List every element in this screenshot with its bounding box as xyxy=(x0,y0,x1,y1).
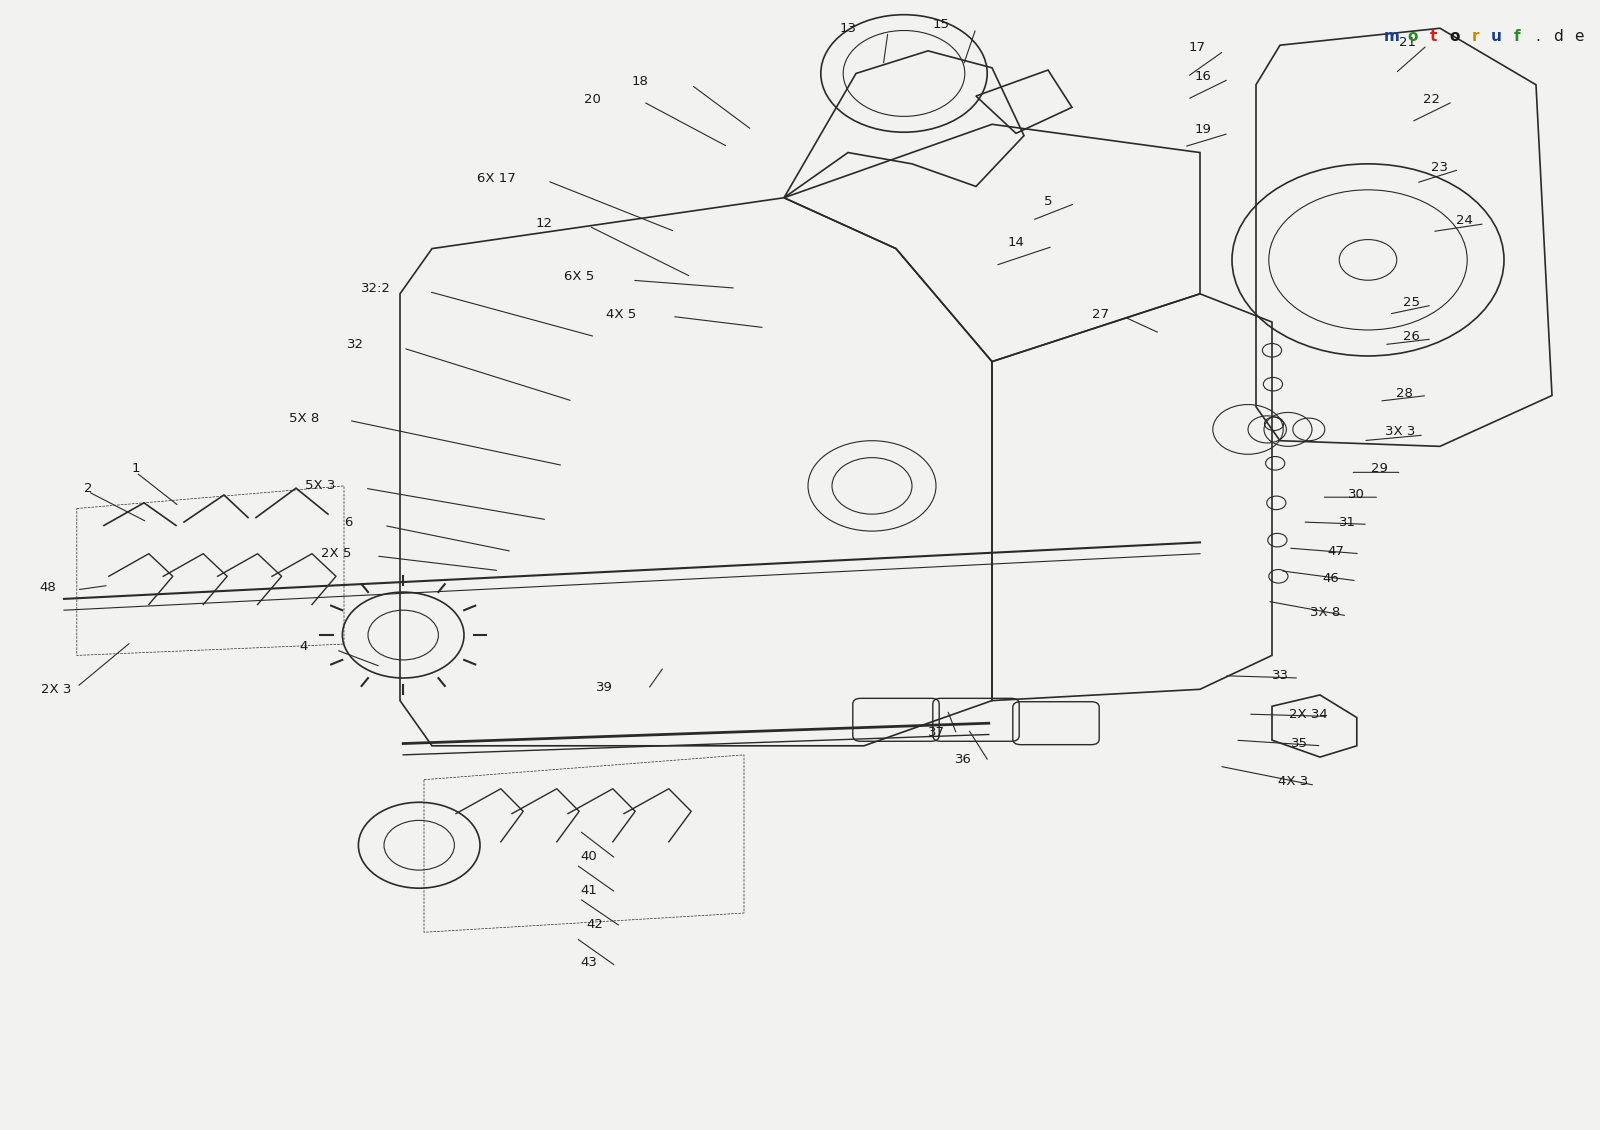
Text: 47: 47 xyxy=(1328,545,1344,558)
Text: 1: 1 xyxy=(131,462,141,476)
Text: 5X 3: 5X 3 xyxy=(306,479,334,493)
Text: 6X 17: 6X 17 xyxy=(477,172,515,185)
Text: 29: 29 xyxy=(1371,462,1387,476)
Text: 31: 31 xyxy=(1339,515,1355,529)
Text: 39: 39 xyxy=(597,680,613,694)
Text: 27: 27 xyxy=(1093,307,1109,321)
Text: 3X 3: 3X 3 xyxy=(1386,425,1414,438)
Text: 21: 21 xyxy=(1400,36,1416,50)
Text: 20: 20 xyxy=(584,93,600,106)
Text: d: d xyxy=(1554,28,1563,44)
Text: 30: 30 xyxy=(1349,488,1365,502)
Text: m: m xyxy=(1384,28,1400,44)
Text: r: r xyxy=(1472,28,1478,44)
Text: 28: 28 xyxy=(1397,386,1413,400)
Text: 2X 34: 2X 34 xyxy=(1290,707,1328,721)
Text: 2X 3: 2X 3 xyxy=(42,683,70,696)
Text: t: t xyxy=(1430,28,1437,44)
Text: u: u xyxy=(1491,28,1501,44)
Text: 43: 43 xyxy=(581,956,597,970)
Text: 46: 46 xyxy=(1323,572,1339,585)
Text: 3X 8: 3X 8 xyxy=(1310,606,1339,619)
Text: 33: 33 xyxy=(1272,669,1288,683)
Text: 4X 5: 4X 5 xyxy=(606,307,635,321)
Text: 26: 26 xyxy=(1403,330,1419,344)
Text: 22: 22 xyxy=(1424,93,1440,106)
Text: 17: 17 xyxy=(1189,41,1205,54)
Text: 35: 35 xyxy=(1291,737,1307,750)
Text: 5X 8: 5X 8 xyxy=(290,411,318,425)
Text: 4X 3: 4X 3 xyxy=(1278,775,1307,789)
Text: 16: 16 xyxy=(1195,70,1211,84)
Text: 6: 6 xyxy=(344,515,354,529)
Text: o: o xyxy=(1450,28,1459,44)
Text: 23: 23 xyxy=(1432,160,1448,174)
Text: 32: 32 xyxy=(347,338,363,351)
Text: o: o xyxy=(1408,28,1418,44)
Text: 42: 42 xyxy=(587,918,603,931)
Text: 13: 13 xyxy=(840,21,856,35)
Text: 48: 48 xyxy=(40,581,56,594)
Text: 2: 2 xyxy=(83,481,93,495)
Text: 4: 4 xyxy=(299,640,309,653)
Text: f: f xyxy=(1514,28,1520,44)
Text: 6X 5: 6X 5 xyxy=(565,270,594,284)
Text: 36: 36 xyxy=(955,753,971,766)
Text: 40: 40 xyxy=(581,850,597,863)
Text: 18: 18 xyxy=(632,75,648,88)
Text: 24: 24 xyxy=(1456,214,1472,227)
Text: 37: 37 xyxy=(928,725,944,739)
Text: .: . xyxy=(1534,28,1541,44)
Text: 19: 19 xyxy=(1195,123,1211,137)
Text: 15: 15 xyxy=(933,18,949,32)
Text: 14: 14 xyxy=(1008,236,1024,250)
Text: 25: 25 xyxy=(1403,296,1419,310)
Text: 41: 41 xyxy=(581,884,597,897)
Text: e: e xyxy=(1574,28,1584,44)
Text: 2X 5: 2X 5 xyxy=(322,547,350,560)
Text: 12: 12 xyxy=(536,217,552,231)
Text: 32:2: 32:2 xyxy=(362,281,390,295)
Text: 5: 5 xyxy=(1043,194,1053,208)
